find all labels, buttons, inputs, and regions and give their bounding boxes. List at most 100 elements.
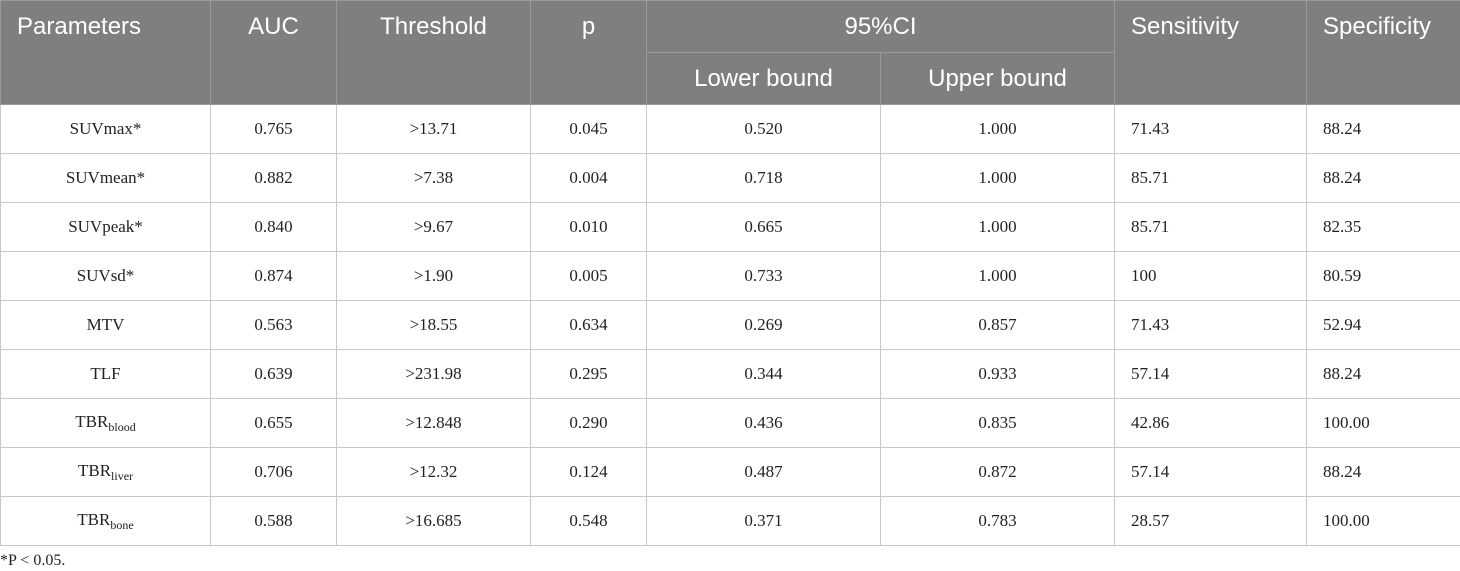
cell: 82.35 [1306,202,1460,252]
cell: 0.933 [879,349,1116,399]
cell: 0.045 [530,104,647,154]
cell: 0.857 [879,300,1116,350]
table-body: SUVmax* 0.765 >13.71 0.045 0.520 1.000 71.43 88… [0,104,1460,546]
cell: TBRblood [0,398,211,448]
table-row: SUVsd* 0.874 >1.90 0.005 0.733 1.000 100 80.59 [0,251,1460,301]
cell-text: TBR [77,509,111,529]
cell: 0.295 [530,349,647,399]
cell: 85.71 [1114,153,1308,203]
footnote: *P < 0.05. [0,552,66,569]
cell: 57.14 [1114,447,1308,497]
cell: >9.67 [336,202,531,252]
cell: >18.55 [336,300,531,350]
table-row: TBRbone 0.588 >16.685 0.548 0.371 0.783 28.57 1… [0,496,1460,546]
cell: 88.24 [1306,104,1460,154]
cell: 52.94 [1306,300,1460,350]
cell: TLF [0,349,211,399]
cell: 28.57 [1114,496,1308,546]
cell: 0.436 [646,398,881,448]
cell: 0.634 [530,300,647,350]
cell: >1.90 [336,251,531,301]
table-row: TBRblood 0.655 >12.848 0.290 0.436 0.835 42.86… [0,398,1460,448]
cell: 0.371 [646,496,881,546]
cell: 0.718 [646,153,881,203]
cell: TBRbone [0,496,211,546]
cell: 42.86 [1114,398,1308,448]
table-row: MTV 0.563 >18.55 0.634 0.269 0.857 71.43 52.94 [0,300,1460,350]
cell: 100 [1114,251,1308,301]
cell: >12.848 [336,398,531,448]
cell: 0.124 [530,447,647,497]
cell: 100.00 [1306,496,1460,546]
cell: 0.004 [530,153,647,203]
cell: 1.000 [879,153,1116,203]
cell-text: TBR [75,411,109,431]
cell: 0.840 [210,202,337,252]
cell: 1.000 [879,202,1116,252]
cell: 0.706 [210,447,337,497]
table-row: TBRliver 0.706 >12.32 0.124 0.487 0.872 57.14 8… [0,447,1460,497]
cell: >16.685 [336,496,531,546]
cell: 0.520 [646,104,881,154]
cell: 88.24 [1306,153,1460,203]
header-cell: Specificity [1306,0,1460,105]
cell: 0.874 [210,251,337,301]
cell: >7.38 [336,153,531,203]
header-cell: p [530,0,647,105]
cell: 0.005 [530,251,647,301]
cell: SUVmean* [0,153,211,203]
cell: 0.765 [210,104,337,154]
cell: SUVpeak* [0,202,211,252]
cell: 80.59 [1306,251,1460,301]
cell: 1.000 [879,251,1116,301]
cell: 71.43 [1114,300,1308,350]
cell: >13.71 [336,104,531,154]
cell: >12.32 [336,447,531,497]
cell: 0.665 [646,202,881,252]
cell-subscript: blood [108,419,136,434]
cell: 0.269 [646,300,881,350]
header-cell: AUC [210,0,337,105]
cell: SUVmax* [0,104,211,154]
cell: >231.98 [336,349,531,399]
cell: 57.14 [1114,349,1308,399]
cell: 0.783 [879,496,1116,546]
cell: 0.290 [530,398,647,448]
cell: SUVsd* [0,251,211,301]
subheader-cell: Lower bound [646,52,881,105]
cell: MTV [0,300,211,350]
cell-subscript: liver [111,468,134,483]
cell: 0.882 [210,153,337,203]
table: Parameters AUC Threshold p 95%CI Sensiti… [0,0,1460,546]
header-cell: Threshold [336,0,531,105]
cell: 1.000 [879,104,1116,154]
cell: 0.733 [646,251,881,301]
header-cell: Sensitivity [1114,0,1308,105]
table-row: SUVmean* 0.882 >7.38 0.004 0.718 1.000 85.71 88… [0,153,1460,203]
cell-subscript: bone [110,517,134,532]
cell: 0.639 [210,349,337,399]
cell: 0.344 [646,349,881,399]
header-cell: Parameters [0,0,211,105]
cell: 0.655 [210,398,337,448]
cell: 0.588 [210,496,337,546]
cell: 88.24 [1306,447,1460,497]
cell: 0.010 [530,202,647,252]
cell: 100.00 [1306,398,1460,448]
cell: 85.71 [1114,202,1308,252]
cell: 0.487 [646,447,881,497]
table-row: SUVpeak* 0.840 >9.67 0.010 0.665 1.000 85.71 82… [0,202,1460,252]
header-cell: 95%CI [645,0,1116,53]
table-row: TLF 0.639 >231.98 0.295 0.344 0.933 57.14 88.24 [0,349,1460,399]
cell: 0.835 [879,398,1116,448]
cell: 0.548 [530,496,647,546]
cell: 0.872 [879,447,1116,497]
table-row: SUVmax* 0.765 >13.71 0.045 0.520 1.000 71.43 88… [0,104,1460,154]
cell: 0.563 [210,300,337,350]
cell-text: TBR [77,460,112,480]
cell: 88.24 [1306,349,1460,399]
subheader-cell: Upper bound [879,52,1116,105]
cell: TBRliver [0,447,211,497]
